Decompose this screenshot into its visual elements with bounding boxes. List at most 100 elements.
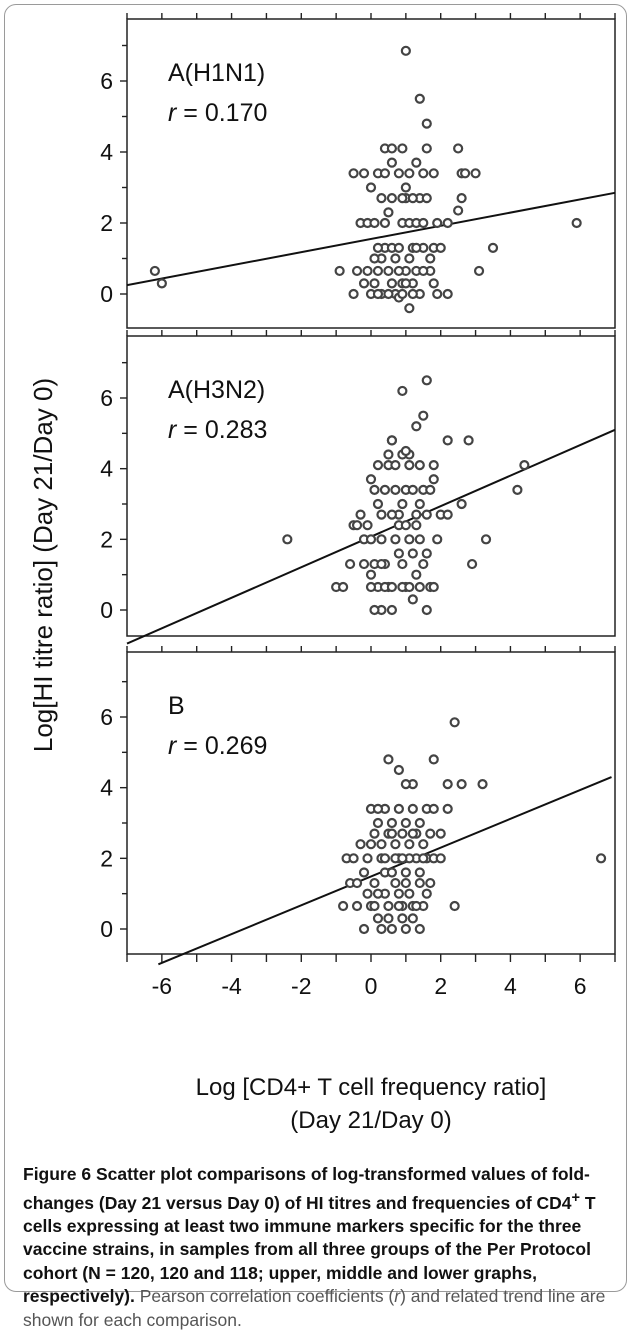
data-point	[362, 265, 373, 277]
data-point	[421, 143, 432, 154]
data-point	[383, 913, 394, 924]
data-point	[393, 168, 404, 179]
x-axis-label-line2: (Day 21/Day 0)	[290, 1107, 451, 1134]
data-point	[595, 853, 607, 864]
data-point	[442, 288, 453, 300]
data-point	[463, 435, 474, 446]
x-tick-label: 0	[365, 973, 378, 999]
y-tick-label: 6	[100, 68, 113, 94]
panel-title: A(H1N1)	[168, 59, 265, 87]
data-point	[411, 509, 422, 520]
correlation-value: = 0.170	[176, 99, 267, 127]
data-point	[411, 569, 422, 580]
data-point	[418, 558, 429, 570]
panel-2: 0 2 4 6 A(H3N2) r = 0.283	[100, 330, 616, 645]
data-point	[487, 242, 499, 253]
data-point	[372, 242, 384, 253]
data-point	[519, 460, 530, 471]
data-point	[421, 193, 432, 204]
data-point	[404, 253, 415, 264]
data-point	[435, 853, 446, 864]
data-point	[418, 839, 429, 850]
data-point	[407, 288, 418, 300]
data-point	[414, 817, 425, 829]
data-point	[466, 558, 478, 570]
data-point	[372, 817, 384, 829]
data-point	[428, 278, 439, 289]
data-point	[400, 520, 411, 531]
data-point	[453, 205, 464, 216]
data-point	[390, 877, 401, 889]
data-point	[383, 288, 394, 300]
data-point	[376, 923, 387, 935]
data-point	[362, 520, 373, 531]
correlation-value: = 0.269	[176, 732, 267, 760]
data-point	[414, 498, 425, 510]
data-point	[442, 509, 453, 520]
data-point	[460, 168, 471, 179]
correlation-symbol: r	[168, 416, 178, 444]
caption-bold-text-1: Scatter plot comparisons of log-transfor…	[23, 1164, 590, 1213]
data-point	[365, 839, 377, 850]
data-point	[404, 303, 415, 314]
figure-caption: Figure 6 Scatter plot comparisons of log…	[23, 1163, 619, 1332]
data-point	[428, 460, 439, 471]
data-point	[425, 253, 436, 264]
data-point	[358, 558, 370, 570]
data-point	[400, 817, 411, 829]
data-point	[480, 534, 492, 545]
data-point	[351, 265, 363, 277]
data-point	[411, 157, 422, 168]
data-point	[390, 253, 401, 264]
data-point	[338, 900, 349, 912]
data-point	[390, 460, 401, 471]
caption-italic-r: r	[394, 1286, 401, 1307]
data-point	[571, 217, 582, 229]
data-point	[425, 828, 436, 839]
data-point	[372, 498, 384, 510]
data-point	[386, 581, 398, 593]
data-point	[404, 839, 415, 850]
y-tick-label: 6	[100, 704, 113, 730]
panel-title: A(H3N2)	[168, 376, 265, 404]
data-point	[397, 828, 408, 839]
data-point	[414, 867, 425, 878]
data-point	[418, 217, 429, 229]
data-point	[400, 923, 411, 935]
data-point	[442, 779, 453, 790]
data-point	[421, 604, 432, 616]
y-axis-label: Log[HI titre ratio] (Day 21/Day 0)	[28, 378, 58, 752]
data-point	[372, 265, 384, 277]
data-point	[379, 217, 391, 229]
data-point	[365, 534, 377, 545]
data-point	[369, 278, 380, 289]
data-point	[407, 803, 418, 814]
data-point	[358, 168, 370, 179]
data-point	[432, 534, 443, 545]
data-point	[421, 509, 432, 520]
data-point	[418, 410, 429, 421]
data-point	[390, 839, 401, 850]
data-point	[393, 900, 404, 912]
data-point	[386, 509, 398, 520]
data-point	[442, 803, 453, 814]
y-tick-label: 4	[100, 775, 113, 801]
data-point	[348, 288, 359, 300]
x-tick-label: -6	[152, 973, 172, 999]
data-point	[414, 93, 425, 104]
data-point	[397, 913, 408, 924]
data-point	[386, 867, 398, 878]
data-point	[456, 498, 467, 510]
y-tick-label: 2	[100, 845, 113, 871]
data-point	[351, 900, 363, 912]
data-point	[400, 877, 411, 889]
caption-superscript: +	[571, 1189, 581, 1206]
panels-group: 0 2 4 6 A(H1N1) r = 0.170 0 2 4 6 A(H3N2) r = 0.283…	[100, 13, 616, 999]
data-point	[404, 168, 415, 179]
data-point	[397, 143, 408, 154]
data-point	[404, 581, 415, 593]
data-point	[369, 484, 380, 495]
data-point	[407, 548, 418, 559]
data-point	[348, 853, 359, 864]
data-point	[393, 764, 404, 776]
